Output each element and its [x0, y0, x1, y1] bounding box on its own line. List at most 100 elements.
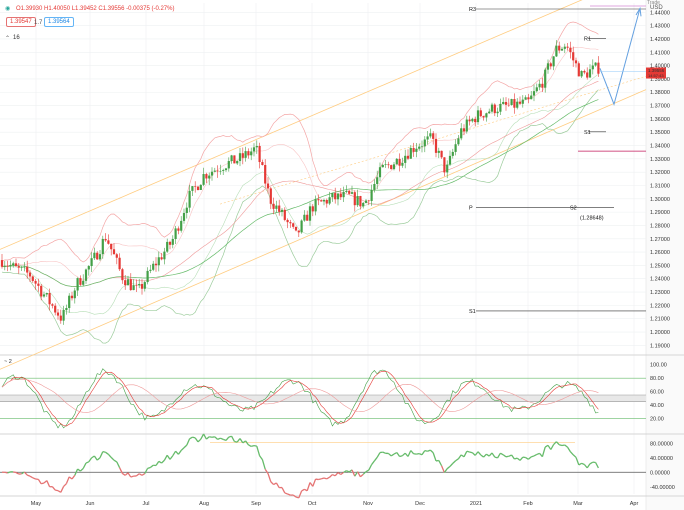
candle-body — [437, 150, 440, 153]
candle-body — [485, 113, 488, 118]
osc-segment — [99, 451, 104, 458]
candle-body — [586, 72, 589, 78]
candle-body — [434, 138, 438, 153]
indicator-count[interactable]: 16 — [13, 35, 20, 41]
candle-body — [3, 265, 6, 267]
candle-body — [490, 104, 494, 112]
osc-segment — [438, 460, 443, 467]
candle-body — [28, 272, 32, 277]
candle-body — [110, 243, 113, 250]
osc-segment — [583, 464, 588, 469]
candle-body — [244, 151, 247, 158]
candle-body — [219, 170, 222, 172]
candle-body — [230, 155, 233, 162]
candle-body — [70, 295, 74, 299]
candle-body — [96, 252, 99, 260]
osc-segment — [429, 449, 434, 454]
candle-body — [451, 151, 454, 156]
candle-body — [502, 101, 505, 104]
stoch-pane-label: ~ 2 — [4, 359, 12, 365]
candle-body — [370, 189, 373, 201]
y-tick-label: 1.19000 — [650, 343, 670, 349]
candle-body — [73, 290, 76, 299]
candle-body — [188, 190, 191, 208]
osc-segment — [144, 468, 149, 474]
y-tick-label: 1.42000 — [650, 37, 670, 43]
candle-body — [460, 128, 463, 139]
candle-body — [348, 190, 351, 194]
channel-lower — [0, 89, 647, 370]
settings-icon[interactable]: ◉ — [5, 6, 11, 12]
candle-body — [65, 308, 68, 311]
osc-segment — [77, 468, 81, 472]
candle-body — [31, 276, 34, 281]
candle-body — [429, 133, 432, 137]
y-tick-label: 1.26000 — [650, 250, 670, 256]
last-price-countdown: 14:57:43 — [648, 73, 664, 78]
candle-body — [373, 183, 376, 190]
candle-body — [121, 269, 124, 281]
osc-tick-label: 0.00000 — [650, 470, 670, 476]
osc-segment — [32, 477, 36, 480]
x-tick-label: Aug — [199, 501, 209, 507]
osc-segment — [41, 482, 45, 485]
stoch-tick-label: 100.00 — [650, 363, 667, 369]
osc-segment — [51, 486, 56, 491]
osc-segment — [163, 454, 168, 461]
candle-body — [45, 293, 48, 295]
candle-body — [37, 283, 40, 286]
osc-tick-label: 40.00000 — [650, 456, 673, 462]
candle-body — [250, 151, 253, 156]
candle-body — [241, 153, 244, 158]
candle-body — [381, 165, 384, 168]
osc-segment — [443, 468, 448, 473]
osc-segment — [404, 452, 409, 457]
candle-body — [398, 158, 401, 166]
candle-body — [446, 164, 449, 173]
osc-segment — [550, 444, 555, 450]
band-upper-inner — [1, 46, 599, 281]
candle-body — [454, 144, 457, 152]
candle-body — [171, 239, 174, 245]
osc-segment — [399, 455, 403, 458]
osc-segment — [516, 457, 521, 461]
last-price-value: 1.39556 — [648, 68, 665, 73]
candle-body — [395, 158, 398, 165]
candle-body — [418, 146, 421, 149]
collapse-icon[interactable]: ⌃ — [5, 36, 11, 42]
osc-segment — [359, 473, 364, 478]
osc-segment — [82, 462, 87, 469]
candle-body — [286, 219, 289, 223]
candle-body — [0, 260, 4, 267]
osc-segment — [68, 476, 73, 480]
candle-body — [527, 97, 530, 100]
candle-body — [152, 263, 155, 270]
y-tick-label: 1.33000 — [650, 157, 670, 163]
osc-segment — [264, 468, 269, 474]
candle-body — [112, 249, 116, 255]
stoch-slow-line — [1, 378, 599, 413]
currency-label: USD — [650, 5, 663, 11]
candle-body — [482, 116, 485, 118]
candle-body — [334, 193, 337, 200]
candle-body — [325, 199, 328, 204]
osc-segment — [21, 471, 25, 475]
osc-segment — [248, 444, 252, 447]
osc-segment — [306, 482, 311, 491]
ask-price-tag[interactable]: 1.39564 — [44, 17, 74, 27]
osc-segment — [446, 465, 451, 470]
pivot-label-s3: S1 — [469, 309, 476, 315]
candle-body — [521, 99, 524, 104]
candle-body — [320, 200, 323, 202]
osc-segment — [511, 454, 515, 460]
bid-price-tag[interactable]: 1.39547 — [6, 17, 36, 27]
osc-segment — [486, 453, 490, 457]
candle-body — [294, 226, 298, 231]
candle-body — [583, 70, 586, 73]
osc-segment — [88, 457, 93, 463]
osc-segment — [113, 459, 118, 463]
osc-segment — [60, 486, 65, 493]
candle-body — [594, 62, 597, 66]
stoch-tick-label: 40.00 — [650, 403, 664, 409]
